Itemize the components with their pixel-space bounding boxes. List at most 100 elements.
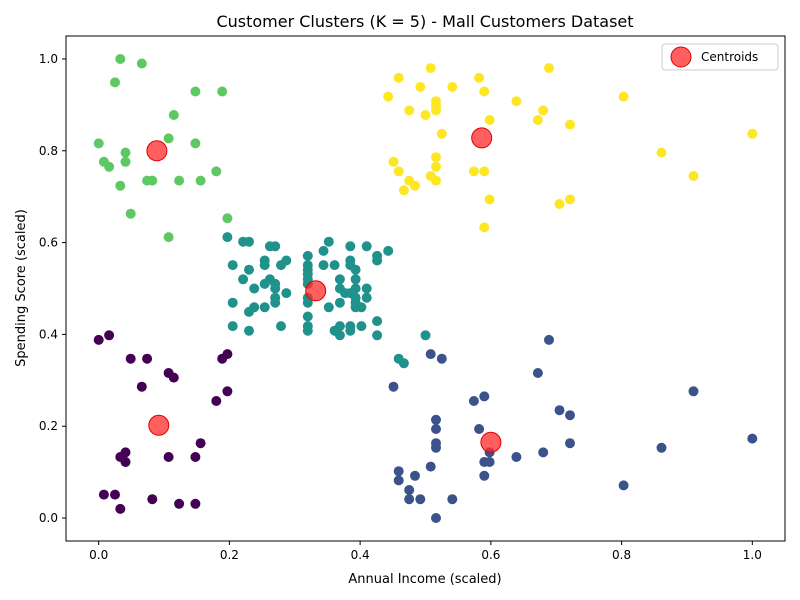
cluster-2-point (334, 297, 345, 308)
cluster-1-point (532, 368, 543, 378)
cluster-0-point (211, 396, 222, 406)
cluster-1-point (425, 349, 436, 360)
cluster-4-point (431, 175, 441, 186)
cluster-4-point (431, 105, 441, 116)
cluster-4-point (393, 166, 404, 177)
cluster-2-point (270, 297, 281, 308)
cluster-4-point (383, 91, 394, 102)
cluster-0-point (120, 457, 131, 467)
cluster-2-point (227, 321, 238, 332)
cluster-4-point (554, 199, 565, 209)
cluster-4-point (565, 194, 575, 205)
legend-centroid-marker (670, 46, 692, 68)
cluster-4-point (565, 119, 575, 130)
cluster-1-point (688, 386, 699, 397)
y-tick-label: 0.8 (39, 144, 58, 158)
cluster-3-point (125, 208, 136, 219)
cluster-2-point (361, 283, 372, 294)
cluster-2-point (420, 330, 431, 341)
cluster-0-point (163, 452, 174, 462)
cluster-0-point (190, 452, 201, 462)
cluster-1-point (393, 466, 404, 477)
cluster-2-point (318, 245, 329, 256)
cluster-0-point (222, 349, 233, 360)
cluster-3-point (120, 147, 131, 158)
cluster-2-point (372, 316, 383, 327)
cluster-4-point (420, 110, 431, 120)
x-tick-label: 0.4 (351, 548, 370, 562)
cluster-0-point (222, 386, 233, 397)
x-tick-label: 0.0 (89, 548, 108, 562)
cluster-3-point (190, 86, 201, 97)
cluster-2-point (281, 288, 292, 299)
cluster-3-point (190, 138, 201, 149)
cluster-3-point (147, 175, 158, 186)
cluster-3-point (168, 110, 179, 120)
cluster-1-point (565, 438, 575, 449)
y-tick-label: 1.0 (39, 52, 58, 66)
cluster-2-point (302, 250, 313, 261)
cluster-0-point (168, 372, 179, 383)
cluster-3-point (174, 175, 185, 186)
cluster-0-point (93, 334, 104, 345)
cluster-4-point (511, 96, 522, 107)
cluster-2-point (361, 241, 372, 252)
x-axis-label: Annual Income (scaled) (348, 572, 501, 587)
centroid-point (480, 431, 502, 453)
cluster-4-point (393, 72, 404, 83)
x-tick-label: 0.8 (612, 548, 631, 562)
cluster-4-point (479, 86, 490, 97)
cluster-1-point (388, 381, 399, 392)
cluster-3-point (104, 161, 115, 172)
cluster-2-point (361, 292, 372, 303)
cluster-0-point (98, 489, 109, 500)
cluster-1-point (431, 442, 441, 453)
cluster-2-point (323, 302, 334, 313)
cluster-0-point (190, 498, 201, 509)
cluster-1-point (565, 410, 575, 421)
cluster-3-point (222, 213, 233, 224)
cluster-3-point (115, 180, 126, 191)
cluster-2-point (302, 311, 313, 322)
x-tick-label: 0.2 (220, 548, 239, 562)
cluster-0-point (115, 503, 126, 514)
cluster-1-point (656, 442, 667, 453)
cluster-2-point (259, 302, 270, 313)
cluster-4-point (747, 128, 758, 139)
cluster-4-point (425, 63, 436, 74)
cluster-2-point (350, 264, 361, 275)
cluster-2-point (244, 325, 254, 336)
cluster-3-point (211, 166, 222, 177)
cluster-2-point (345, 241, 356, 252)
cluster-2-point (383, 245, 394, 256)
y-tick-label: 0.4 (39, 327, 58, 341)
cluster-2-point (244, 264, 254, 275)
cluster-4-point (415, 82, 426, 92)
y-tick-label: 0.0 (39, 511, 58, 525)
cluster-1-point (431, 513, 441, 523)
cluster-1-point (474, 424, 485, 434)
cluster-2-point (222, 232, 233, 243)
legend-label-centroids: Centroids (701, 50, 758, 64)
cluster-3-point (136, 58, 147, 69)
cluster-4-point (484, 115, 495, 125)
cluster-2-point (356, 302, 367, 313)
cluster-2-point (227, 260, 238, 271)
cluster-1-point (431, 414, 441, 425)
cluster-1-point (404, 485, 415, 495)
cluster-3-point (115, 54, 126, 64)
cluster-0-point (195, 438, 206, 449)
cluster-3-point (93, 138, 104, 149)
cluster-4-point (431, 152, 441, 163)
y-tick-label: 0.6 (39, 236, 58, 250)
data-points (93, 54, 758, 523)
cluster-2-point (259, 278, 270, 289)
cluster-2-point (345, 325, 356, 336)
cluster-2-point (276, 321, 286, 332)
centroid-point (471, 127, 493, 149)
cluster-3-point (163, 232, 174, 243)
cluster-4-point (468, 166, 479, 177)
x-tick-label: 0.6 (481, 548, 500, 562)
